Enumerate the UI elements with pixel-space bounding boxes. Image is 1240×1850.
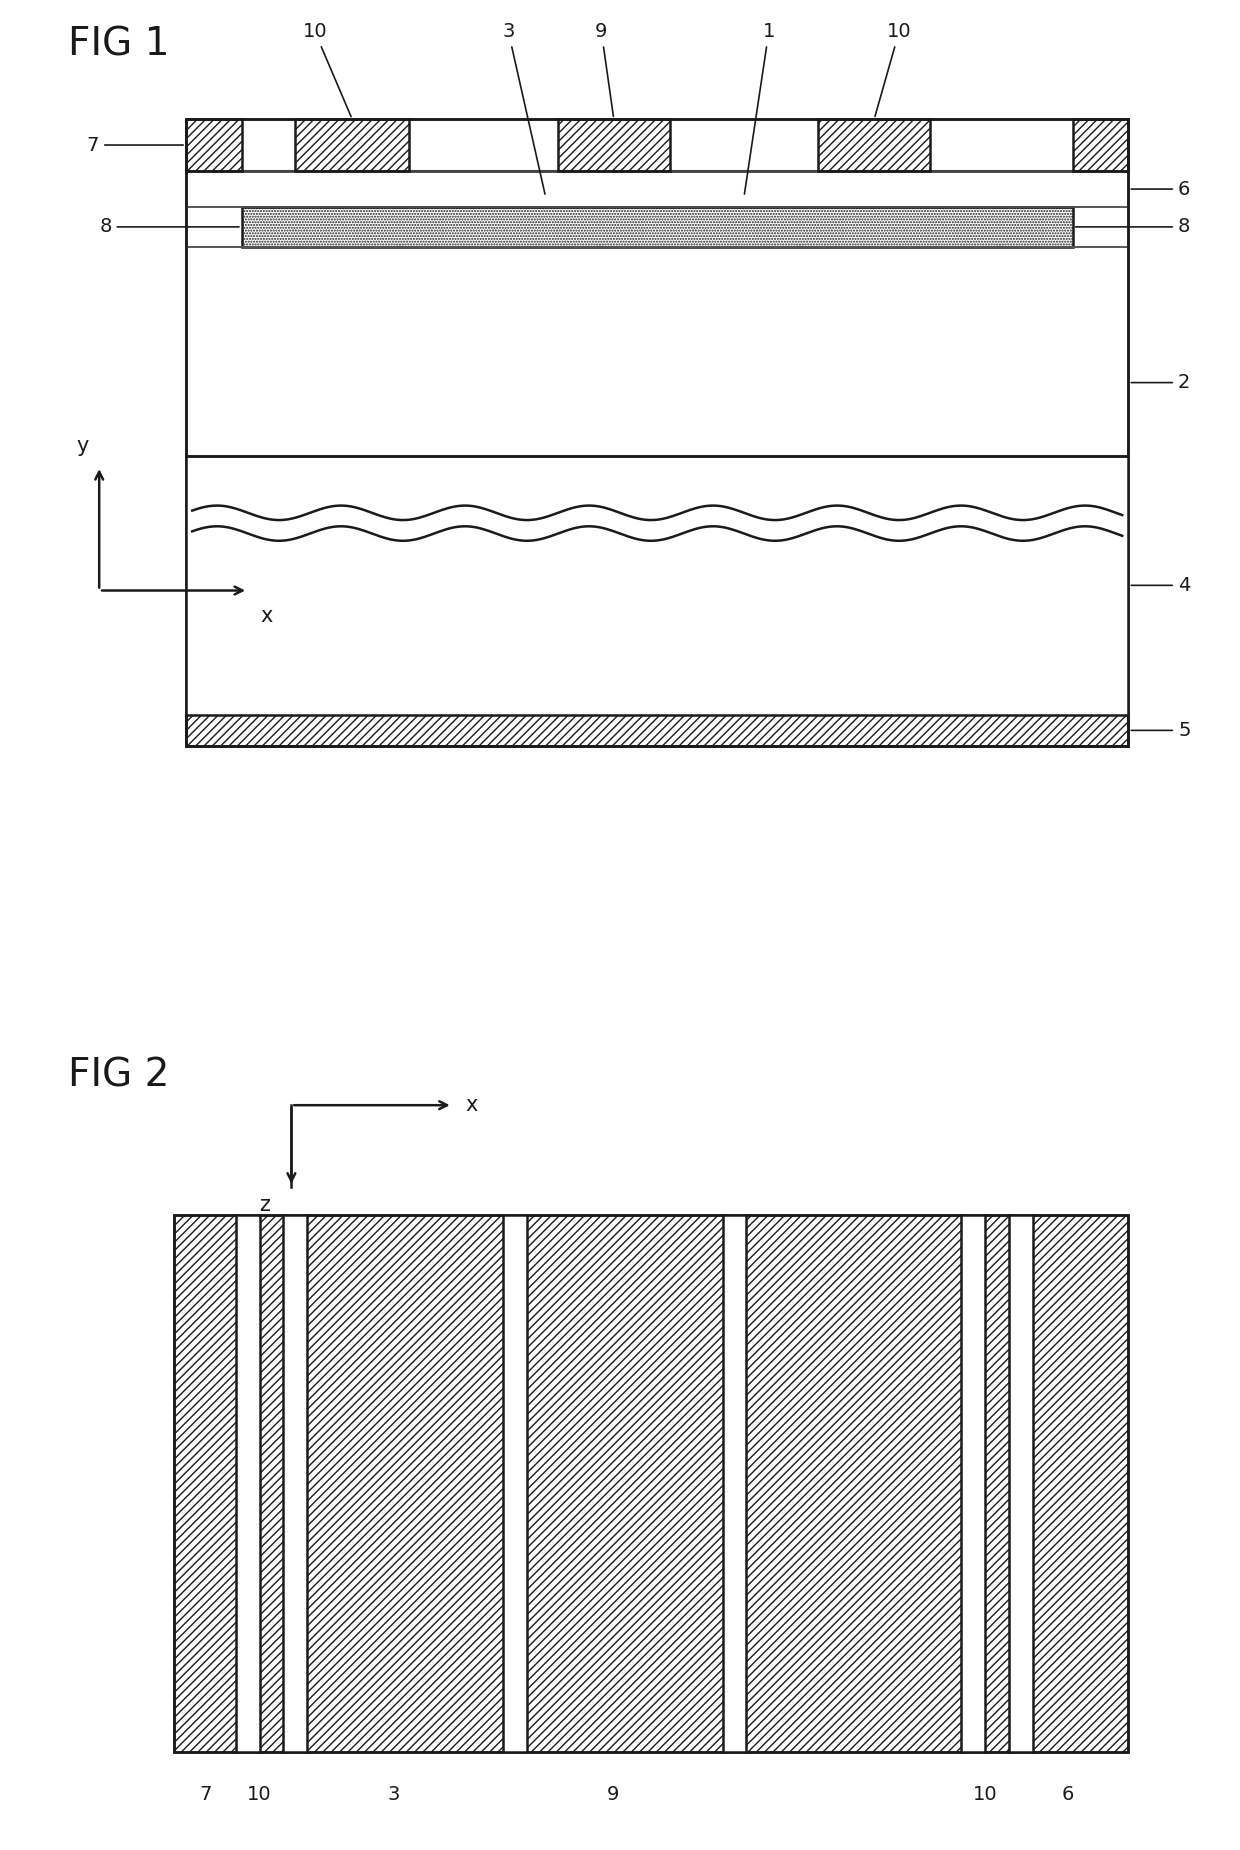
Text: 8: 8	[1075, 218, 1190, 237]
Text: x: x	[260, 607, 273, 625]
Bar	[186, 118, 1128, 746]
Text: 3: 3	[387, 1785, 399, 1804]
Text: 6: 6	[1063, 1785, 1074, 1804]
Text: 10: 10	[247, 1785, 272, 1804]
Text: z: z	[259, 1195, 269, 1215]
Bar	[295, 118, 409, 170]
Text: FIG 2: FIG 2	[68, 1056, 170, 1095]
Bar	[503, 1215, 527, 1752]
Text: 10: 10	[303, 22, 351, 117]
Bar	[186, 455, 1128, 714]
Text: 3: 3	[502, 22, 546, 194]
Text: FIG 1: FIG 1	[68, 26, 170, 65]
Bar	[174, 1215, 1128, 1752]
Bar	[558, 118, 670, 170]
Bar	[186, 170, 1128, 207]
Bar	[723, 1215, 746, 1752]
Bar	[236, 1215, 259, 1752]
Bar	[186, 714, 1128, 746]
Bar	[186, 118, 1128, 746]
Text: 1: 1	[744, 22, 775, 194]
Text: x: x	[465, 1095, 477, 1116]
Bar	[174, 1215, 1128, 1752]
Bar	[186, 207, 242, 246]
Text: 9: 9	[595, 22, 614, 117]
Text: 2: 2	[1131, 374, 1190, 392]
Bar	[242, 207, 1073, 246]
Bar	[1073, 118, 1128, 170]
Text: 10: 10	[875, 22, 911, 117]
Bar	[284, 1215, 308, 1752]
Text: 7: 7	[87, 135, 184, 155]
Bar	[1009, 1215, 1033, 1752]
Bar	[186, 246, 1128, 455]
Text: 10: 10	[973, 1785, 997, 1804]
Text: 8: 8	[99, 218, 239, 237]
Text: 7: 7	[198, 1785, 211, 1804]
Bar	[186, 118, 242, 170]
Text: 4: 4	[1131, 575, 1190, 596]
Bar	[818, 118, 930, 170]
Text: 6: 6	[1131, 179, 1190, 198]
Text: 5: 5	[1131, 722, 1190, 740]
Bar	[1073, 207, 1128, 246]
Bar	[961, 1215, 985, 1752]
Text: y: y	[77, 437, 89, 455]
Text: 9: 9	[606, 1785, 619, 1804]
